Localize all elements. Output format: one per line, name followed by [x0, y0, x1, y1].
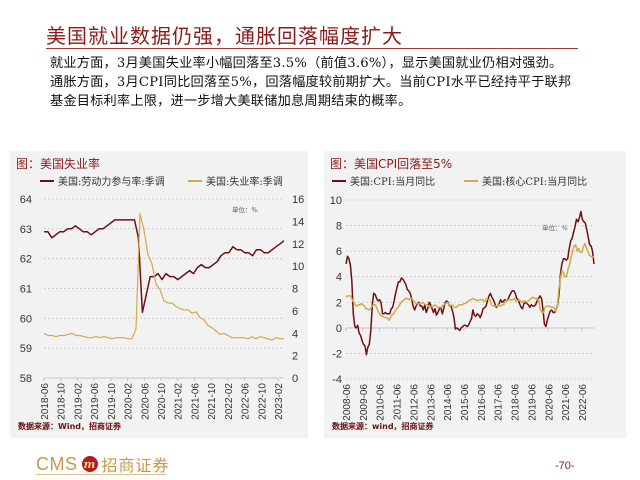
- svg-text:10: 10: [292, 261, 304, 273]
- svg-text:8: 8: [292, 284, 298, 296]
- svg-text:63: 63: [20, 224, 32, 236]
- svg-text:2009-06: 2009-06: [359, 384, 370, 421]
- svg-text:2013-06: 2013-06: [426, 384, 437, 421]
- svg-text:2021-02: 2021-02: [174, 383, 185, 420]
- svg-text:12: 12: [292, 239, 304, 251]
- svg-text:2018-10: 2018-10: [57, 383, 68, 420]
- svg-text:2017-06: 2017-06: [494, 384, 505, 421]
- svg-text:2008-06: 2008-06: [342, 384, 353, 421]
- svg-text:2023-02: 2023-02: [274, 383, 285, 420]
- svg-text:2010-06: 2010-06: [376, 384, 387, 421]
- chart-panel-cpi: 图：美国CPI回落至5% 美国:CPI:当月同比 美国:核心CPI:当月同比 单…: [324, 151, 626, 438]
- svg-text:2018-06: 2018-06: [40, 383, 51, 420]
- svg-text:2020-10: 2020-10: [157, 383, 168, 420]
- summary-text: 就业方面，3月美国失业率小幅回落至3.5%（前值3.6%），显示美国就业仍相对强…: [50, 54, 610, 111]
- svg-text:-2: -2: [332, 348, 342, 360]
- svg-text:8: 8: [336, 221, 342, 233]
- data-source: 数据来源：Wind，招商证券: [18, 422, 121, 431]
- legend-label: 美国:失业率:季调: [206, 177, 283, 188]
- svg-text:2019-02: 2019-02: [73, 383, 84, 420]
- svg-text:2021-06: 2021-06: [561, 384, 572, 421]
- legend-swatch-icon: [332, 179, 346, 182]
- legend-swatch-icon: [464, 179, 478, 182]
- svg-text:2014-06: 2014-06: [443, 384, 454, 421]
- legend-label: 美国:核心CPI:当月同比: [482, 177, 588, 188]
- paragraph-employment: 就业方面，3月美国失业率小幅回落至3.5%（前值3.6%），显示美国就业仍相对强…: [50, 56, 563, 71]
- svg-text:2019-06: 2019-06: [527, 384, 538, 421]
- svg-text:60: 60: [20, 313, 32, 325]
- logo-underline: [36, 474, 166, 475]
- svg-text:2018-06: 2018-06: [511, 384, 522, 421]
- chart-title: 图：美国CPI回落至5%: [330, 157, 453, 171]
- title-divider: [46, 48, 578, 49]
- legend-item-participation: 美国:劳动力参与率:季调: [40, 173, 165, 188]
- svg-text:2020-02: 2020-02: [124, 383, 135, 420]
- legend-swatch-icon: [40, 179, 54, 182]
- svg-text:2015-06: 2015-06: [460, 384, 471, 421]
- svg-text:2016-06: 2016-06: [477, 384, 488, 421]
- svg-text:2: 2: [336, 297, 342, 309]
- legend-swatch-icon: [188, 179, 202, 182]
- svg-text:62: 62: [20, 254, 32, 266]
- logo-badge-icon: m: [81, 456, 98, 472]
- logo-text-chinese: 招商证券: [101, 456, 170, 475]
- logo-text-latin: CMS: [36, 453, 78, 474]
- legend-label: 美国:劳动力参与率:季调: [58, 177, 165, 188]
- svg-text:2020-06: 2020-06: [140, 383, 151, 420]
- svg-text:4: 4: [336, 272, 342, 284]
- svg-text:0: 0: [336, 323, 342, 335]
- company-logo: CMS m 招商证券: [36, 452, 170, 476]
- legend-label: 美国:CPI:当月同比: [350, 177, 436, 188]
- svg-text:58: 58: [20, 373, 32, 385]
- svg-text:16: 16: [292, 194, 304, 206]
- svg-text:59: 59: [20, 343, 32, 355]
- legend-item-unemployment: 美国:失业率:季调: [188, 173, 283, 188]
- legend-item-cpi: 美国:CPI:当月同比: [332, 173, 435, 188]
- svg-text:2021-10: 2021-10: [207, 383, 218, 420]
- svg-text:2012-06: 2012-06: [409, 384, 420, 421]
- svg-text:0: 0: [292, 373, 298, 385]
- chart-panel-unemployment: 图：美国失业率 美国:劳动力参与率:季调 美国:失业率:季调 单位：% 64 63…: [10, 151, 308, 438]
- svg-text:2019-10: 2019-10: [107, 383, 118, 420]
- svg-text:61: 61: [20, 284, 32, 296]
- chart-title: 图：美国失业率: [16, 157, 101, 171]
- svg-text:2: 2: [292, 351, 298, 363]
- paragraph-inflation: 通胀方面，3月CPI同比回落至5%，回落幅度较前期扩大。当前CPI水平已经持平于…: [50, 75, 572, 90]
- svg-text:2019-06: 2019-06: [90, 383, 101, 420]
- legend-item-core-cpi: 美国:核心CPI:当月同比: [464, 173, 587, 188]
- slide-title: 美国就业数据仍强，通胀回落幅度扩大: [46, 24, 403, 48]
- svg-text:2020-06: 2020-06: [544, 384, 555, 421]
- svg-text:-4: -4: [332, 374, 342, 386]
- svg-text:2022-06: 2022-06: [241, 383, 252, 420]
- svg-text:10: 10: [330, 195, 342, 207]
- svg-text:6: 6: [336, 246, 342, 258]
- svg-text:2011-06: 2011-06: [393, 384, 404, 420]
- svg-text:4: 4: [292, 328, 298, 340]
- unit-label: 单位：%: [232, 206, 258, 214]
- svg-text:6: 6: [292, 306, 298, 318]
- svg-text:2022-06: 2022-06: [578, 384, 589, 421]
- svg-text:2022-10: 2022-10: [257, 383, 268, 420]
- svg-text:14: 14: [292, 216, 304, 228]
- data-source: 数据来源：wind，招商证券: [332, 422, 434, 431]
- svg-text:64: 64: [20, 194, 32, 206]
- svg-text:2021-06: 2021-06: [190, 383, 201, 420]
- svg-text:2022-02: 2022-02: [224, 383, 235, 420]
- unit-label: 单位：%: [542, 224, 568, 232]
- paragraph-inflation-cont: 基金目标利率上限，进一步增大美联储加息周期结束的概率。: [50, 94, 412, 109]
- page-number: -70-: [555, 460, 575, 472]
